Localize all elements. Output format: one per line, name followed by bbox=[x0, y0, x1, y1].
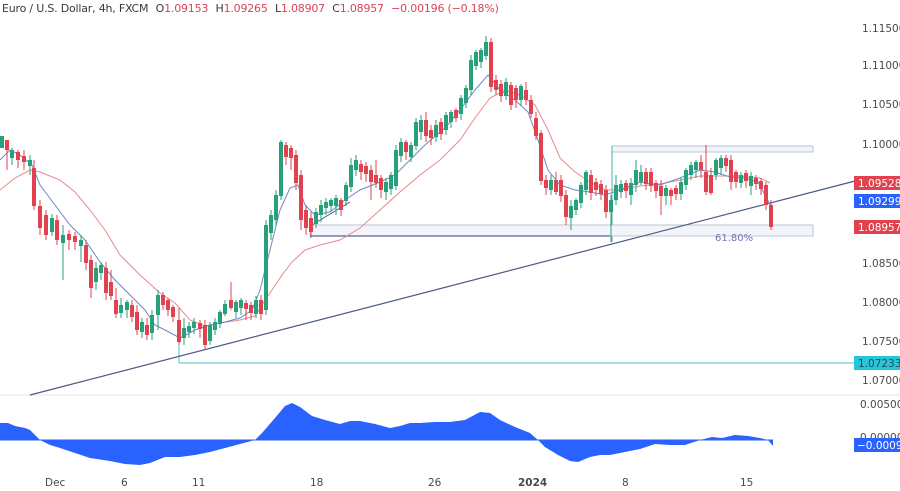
minor-trendline[interactable] bbox=[311, 201, 351, 226]
ohlc-low: L1.08907 bbox=[274, 2, 325, 15]
chart-header: Euro / U.S. Dollar, 4h, FXCM O1.09153 H1… bbox=[2, 2, 503, 15]
svg-text:−0.00093: −0.00093 bbox=[857, 440, 900, 452]
time-axis[interactable]: Dec 6 11 18 26 2024 8 15 bbox=[45, 477, 753, 489]
ohlc-open: O1.09153 bbox=[155, 2, 209, 15]
price-tag-support: 1.07233 bbox=[854, 356, 900, 370]
svg-text:26: 26 bbox=[428, 477, 442, 489]
svg-text:8: 8 bbox=[622, 477, 629, 489]
ohlc-close: C1.08957 bbox=[332, 2, 384, 15]
svg-text:15: 15 bbox=[740, 477, 753, 489]
svg-text:1.08500: 1.08500 bbox=[862, 258, 900, 270]
price-change: −0.00196 (−0.18%) bbox=[391, 2, 499, 15]
fib-label: 61.80% bbox=[715, 233, 753, 244]
price-tag-ma-fast: 1.09299 bbox=[854, 194, 900, 208]
svg-text:1.11000: 1.11000 bbox=[862, 60, 900, 72]
svg-text:6: 6 bbox=[121, 477, 128, 489]
range-box-top[interactable] bbox=[611, 145, 814, 153]
svg-text:Dec: Dec bbox=[45, 477, 66, 489]
svg-text:1.10000: 1.10000 bbox=[862, 139, 900, 151]
svg-text:1.11500: 1.11500 bbox=[862, 23, 900, 35]
price-tag-last: 1.08957 bbox=[854, 220, 900, 234]
svg-text:11: 11 bbox=[192, 477, 205, 489]
svg-text:18: 18 bbox=[310, 477, 323, 489]
svg-text:1.08957: 1.08957 bbox=[858, 222, 900, 234]
svg-text:1.07500: 1.07500 bbox=[862, 336, 900, 348]
oscillator-area bbox=[0, 403, 773, 465]
symbol-title: Euro / U.S. Dollar, 4h, FXCM bbox=[2, 2, 149, 15]
svg-text:1.09299: 1.09299 bbox=[858, 196, 900, 208]
svg-text:1.09528: 1.09528 bbox=[858, 178, 900, 190]
ohlc-high: H1.09265 bbox=[215, 2, 268, 15]
price-axis[interactable]: 1.11500 1.11000 1.10500 1.10000 1.08500 … bbox=[862, 23, 900, 387]
svg-text:1.08000: 1.08000 bbox=[862, 297, 900, 309]
svg-text:0.00500: 0.00500 bbox=[860, 399, 900, 411]
candlesticks[interactable] bbox=[0, 36, 773, 350]
ascending-trendline[interactable] bbox=[29, 180, 856, 396]
oscillator-tag: −0.00093 bbox=[854, 438, 900, 452]
svg-text:2024: 2024 bbox=[518, 477, 547, 489]
svg-text:1.07000: 1.07000 bbox=[862, 375, 900, 387]
svg-text:1.07233: 1.07233 bbox=[858, 358, 900, 370]
oscillator-axis[interactable]: 0.00500 0.00000 bbox=[860, 399, 900, 444]
svg-text:1.10500: 1.10500 bbox=[862, 99, 900, 111]
price-tag-ma-slow: 1.09528 bbox=[854, 176, 900, 190]
